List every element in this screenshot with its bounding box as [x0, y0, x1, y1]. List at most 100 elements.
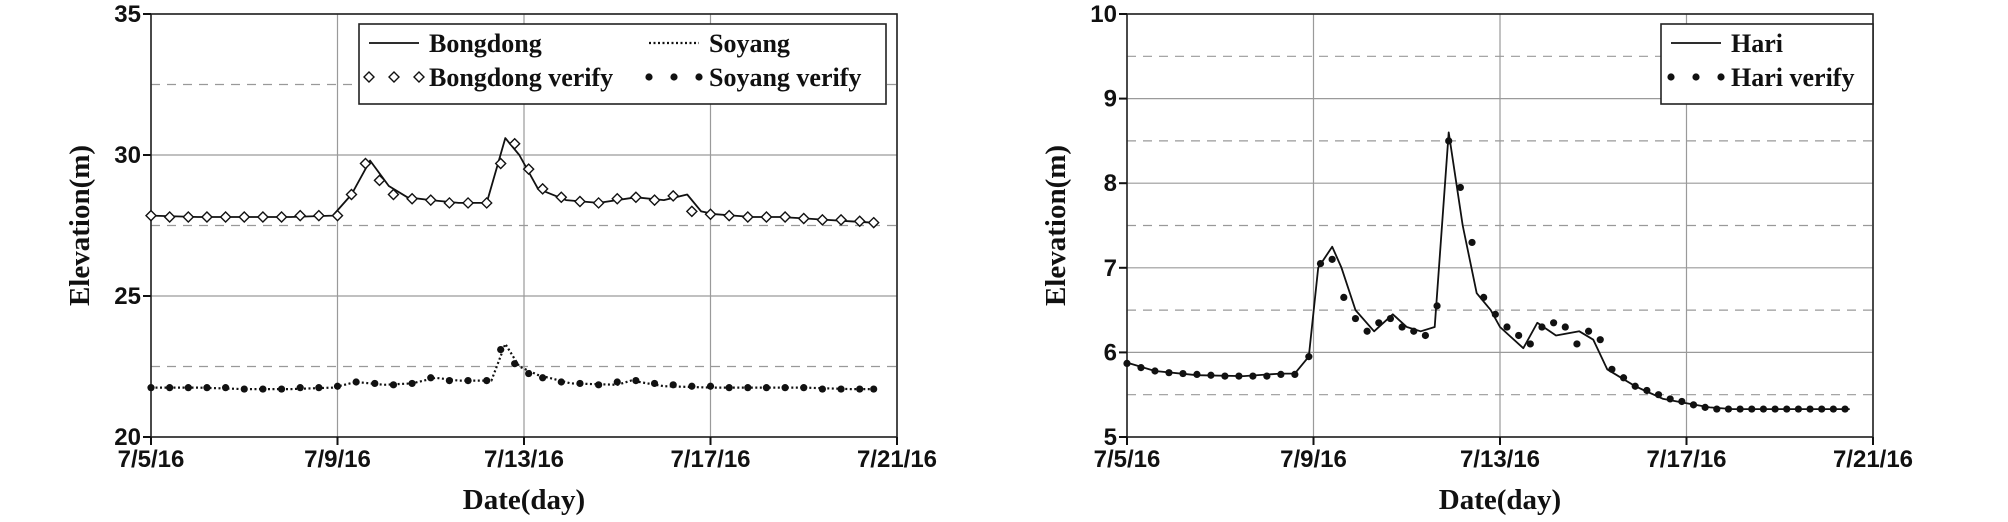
data-point [296, 384, 304, 392]
y-axis-title: Elevation(m) [64, 145, 96, 306]
y-tick-label: 7 [1104, 255, 1117, 282]
data-point [1277, 370, 1285, 378]
data-point [1165, 369, 1173, 377]
data-point [203, 384, 211, 392]
x-tick-label: 7/13/16 [484, 446, 564, 473]
data-point [685, 205, 698, 218]
data-point [1375, 319, 1383, 327]
data-point [222, 384, 230, 392]
series-line [150, 137, 874, 224]
data-point [629, 191, 642, 204]
y-tick-label: 20 [114, 424, 141, 451]
data-point [312, 209, 325, 222]
x-tick-label: 7/5/16 [118, 446, 185, 473]
x-tick-label: 7/5/16 [1094, 446, 1161, 473]
y-tick-label: 30 [114, 142, 141, 169]
data-point [184, 384, 192, 392]
legend-label: Bongdong [429, 29, 542, 58]
x-tick-label: 7/21/16 [1833, 446, 1913, 473]
legend-swatch-marker [695, 73, 703, 81]
data-point [408, 379, 416, 388]
data-point [760, 211, 773, 224]
data-point [1305, 353, 1313, 361]
data-point [483, 377, 491, 385]
legend-swatch-marker [1692, 73, 1700, 81]
data-point [480, 196, 493, 209]
data-point [359, 157, 372, 170]
data-point [1151, 367, 1159, 375]
data-point [837, 385, 845, 393]
data-point [741, 211, 754, 224]
x-tick-label: 7/9/16 [1280, 446, 1347, 473]
data-point [511, 360, 519, 368]
data-point [352, 378, 360, 386]
data-point [389, 381, 398, 389]
data-point [1316, 259, 1325, 268]
data-point [723, 209, 736, 222]
data-point [1631, 382, 1639, 390]
data-point [145, 209, 157, 222]
data-point [147, 384, 155, 392]
data-point [781, 384, 789, 392]
legend: Hari Hari verify [1660, 23, 1874, 105]
data-point [1235, 372, 1243, 380]
data-point [424, 194, 437, 207]
legend-swatch-marker [363, 71, 375, 83]
data-point [219, 211, 232, 224]
data-point [853, 215, 866, 228]
data-point [240, 385, 248, 393]
data-point [1456, 183, 1464, 192]
data-point [373, 174, 386, 187]
data-point [238, 211, 251, 224]
data-point [1526, 340, 1534, 348]
data-point [762, 384, 771, 392]
data-point [1771, 405, 1779, 413]
data-point [494, 157, 507, 170]
data-point [1561, 323, 1569, 331]
x-axis-title: Date(day) [1439, 484, 1561, 516]
data-point [555, 191, 568, 204]
data-point [536, 182, 549, 195]
legend-box [1660, 23, 1874, 105]
x-tick-label: 7/13/16 [1460, 446, 1540, 473]
data-point [259, 385, 267, 393]
legend-swatch-marker [1717, 73, 1725, 81]
data-point [1759, 405, 1768, 413]
data-point [667, 189, 680, 202]
data-point [1596, 336, 1604, 344]
series-2 [145, 137, 880, 229]
data-point [1713, 405, 1721, 413]
data-point [427, 374, 435, 382]
chart-panel-1: 20 25 30 35 7/5/16 7/9/16 7/13/16 7/17/16 7/21/1… [64, 1, 937, 516]
data-point [1491, 310, 1499, 318]
data-point [650, 379, 659, 388]
legend-item: Hari verify [1667, 63, 1854, 92]
x-tick-label: 7/21/16 [857, 446, 937, 473]
data-point [595, 381, 603, 389]
data-point [613, 378, 621, 386]
data-point [1515, 331, 1523, 340]
data-point [1410, 327, 1418, 335]
data-point [1550, 319, 1558, 327]
data-point [1193, 370, 1201, 378]
data-point [1608, 365, 1616, 373]
data-point [522, 163, 535, 176]
data-point [725, 384, 733, 392]
data-point [387, 188, 400, 201]
legend-box [358, 23, 887, 105]
data-point [1701, 403, 1709, 411]
data-point [835, 213, 848, 226]
y-axis-title: Elevation(m) [1040, 145, 1072, 306]
data-point [1573, 340, 1581, 348]
legend: Bongdong Bongdong verify Soyang Soyang veri… [358, 23, 887, 105]
data-point [1328, 255, 1336, 263]
legend-swatch-marker [388, 71, 400, 83]
data-point [294, 209, 307, 222]
data-point [816, 213, 829, 226]
data-point [333, 382, 342, 390]
data-point [277, 385, 286, 393]
data-point [1748, 405, 1756, 413]
data-point [462, 196, 475, 209]
legend-swatch-marker [670, 73, 678, 81]
